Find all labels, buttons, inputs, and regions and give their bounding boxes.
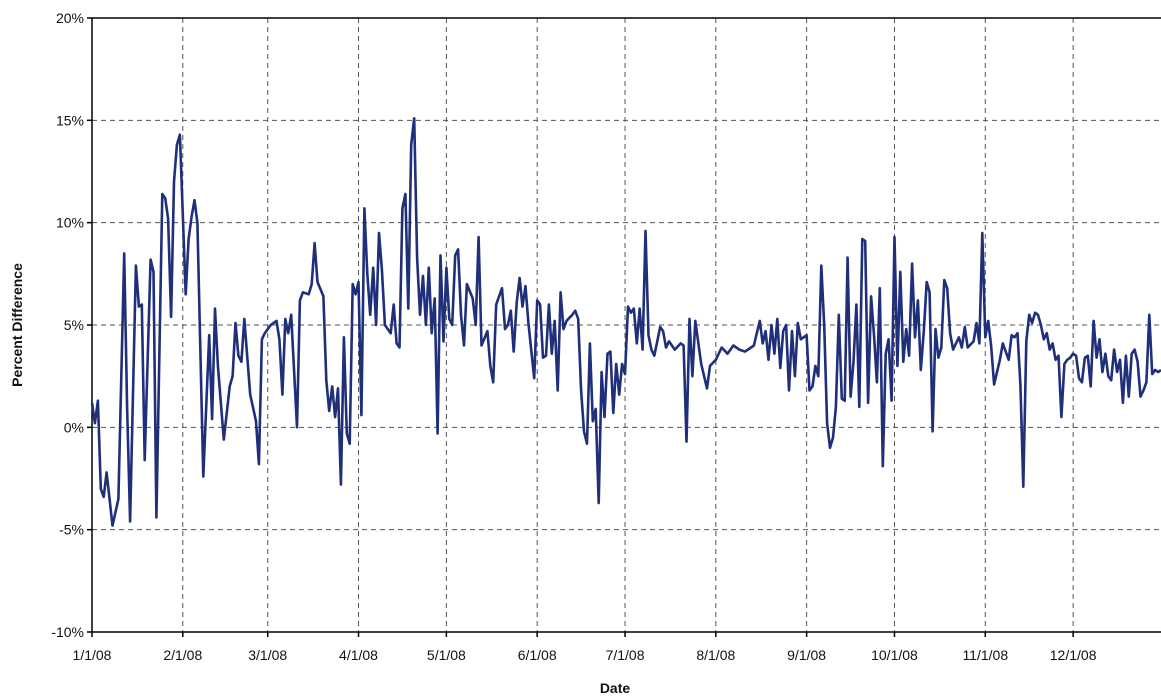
y-axis-title: Percent Difference [9, 263, 25, 387]
x-tick-label: 6/1/08 [518, 647, 557, 663]
y-axis-tick-labels: 20% 15% 10% 5% 0% -5% -10% [51, 10, 84, 640]
x-tick-label: 8/1/08 [696, 647, 735, 663]
y-tick-label: 20% [56, 10, 84, 26]
x-tick-label: 1/1/08 [73, 647, 112, 663]
y-tick-label: -5% [59, 522, 84, 538]
y-tick-label: 0% [64, 419, 84, 435]
x-tick-label: 5/1/08 [427, 647, 466, 663]
x-tick-label: 10/1/08 [871, 647, 918, 663]
y-tick-label: 10% [56, 215, 84, 231]
x-tick-label: 7/1/08 [606, 647, 645, 663]
x-tick-label: 9/1/08 [787, 647, 826, 663]
y-tick-label: -10% [51, 624, 84, 640]
x-tick-label: 12/1/08 [1050, 647, 1097, 663]
x-tick-label: 3/1/08 [248, 647, 287, 663]
series-layer [90, 117, 1161, 527]
y-tick-label: 15% [56, 112, 84, 128]
x-tick-label: 4/1/08 [339, 647, 378, 663]
axes [87, 17, 1161, 637]
x-axis-title: Date [600, 680, 631, 696]
x-tick-label: 11/1/08 [962, 647, 1008, 663]
y-tick-label: 5% [64, 317, 84, 333]
series-line [90, 117, 1161, 527]
x-axis-tick-labels: 1/1/08 2/1/08 3/1/08 4/1/08 5/1/08 6/1/08 7/1/… [73, 647, 1097, 663]
x-tick-label: 2/1/08 [163, 647, 202, 663]
